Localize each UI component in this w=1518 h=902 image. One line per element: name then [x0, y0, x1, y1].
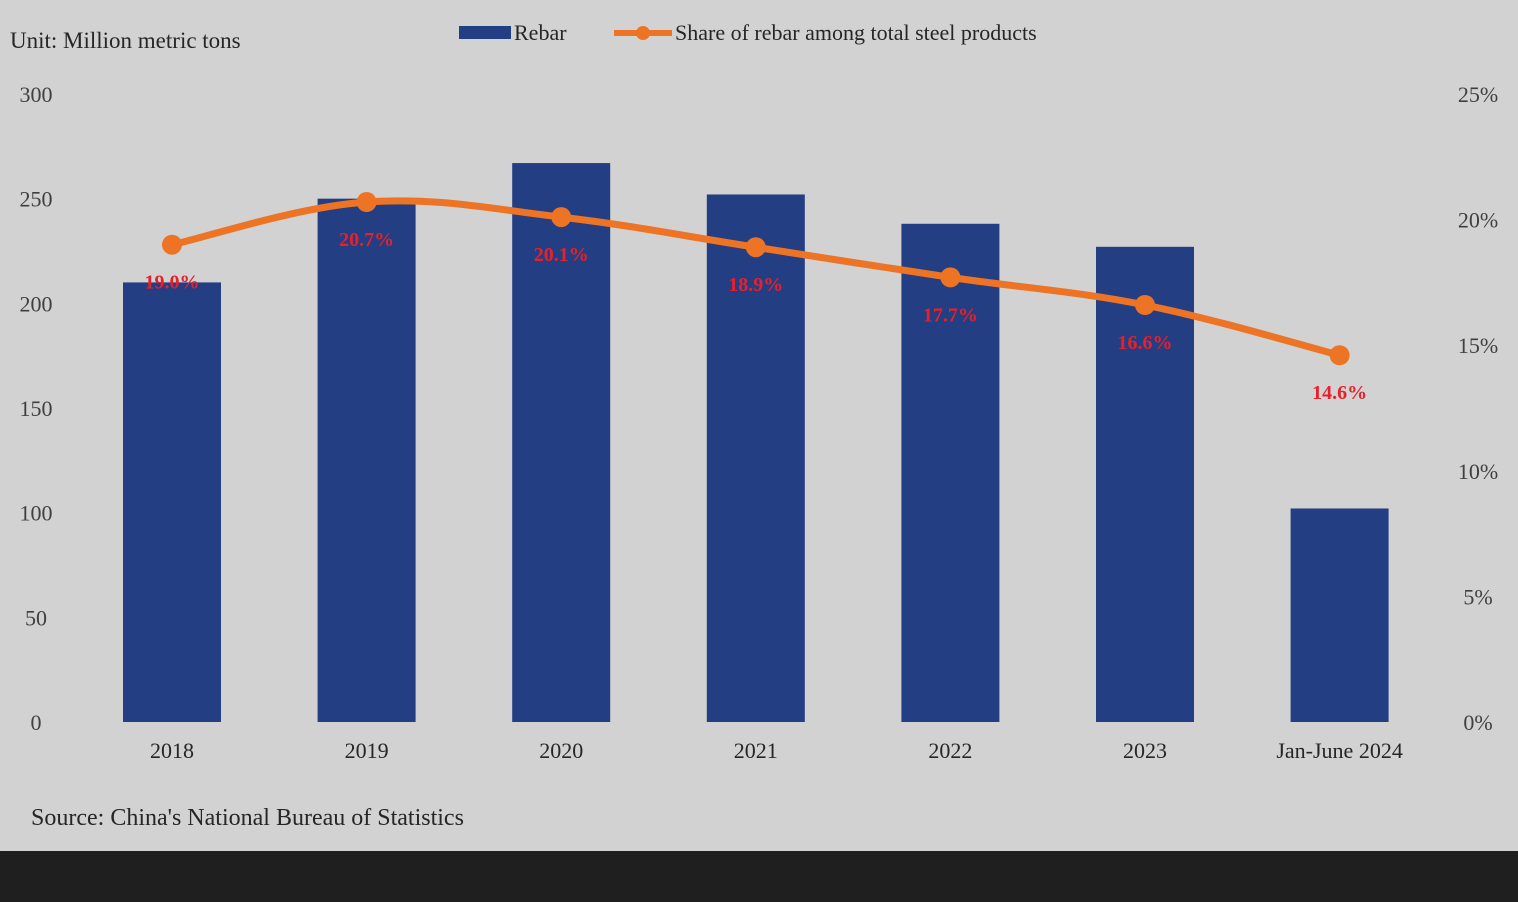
- chart-svg: Unit: Million metric tons Rebar Share of…: [10, 20, 1498, 831]
- share-data-label: 14.6%: [1312, 382, 1367, 404]
- right-tick-label: 25%: [1458, 82, 1498, 107]
- source-note: Source: China's National Bureau of Stati…: [31, 805, 464, 831]
- right-axis: 0% 5% 10% 15% 20% 25%: [1458, 82, 1498, 735]
- legend-bar-label: Rebar: [514, 20, 567, 45]
- share-marker: [162, 234, 182, 255]
- share-data-label: 16.6%: [1118, 332, 1173, 354]
- share-data-label: 18.9%: [728, 274, 783, 296]
- left-tick-label: 50: [25, 605, 47, 630]
- share-marker: [1135, 295, 1155, 316]
- bar: [317, 198, 416, 722]
- share-marker: [1329, 345, 1350, 366]
- share-marker: [745, 237, 766, 258]
- bar-series: [123, 163, 1389, 723]
- left-tick-label: 0: [31, 710, 42, 735]
- share-marker: [356, 192, 377, 213]
- bar: [901, 223, 1000, 722]
- chart-panel: Unit: Million metric tons Rebar Share of…: [0, 0, 1518, 851]
- right-tick-label: 15%: [1458, 333, 1498, 358]
- share-data-label: 20.1%: [534, 244, 589, 266]
- category-axis: 2018 2019 2020 2021 2022 2023 Jan-June 2024: [150, 738, 1403, 763]
- legend-bar-swatch: [459, 26, 511, 39]
- category-label: 2018: [150, 738, 194, 763]
- unit-label: Unit: Million metric tons: [10, 28, 241, 53]
- right-tick-label: 0%: [1463, 710, 1492, 735]
- category-label: 2023: [1123, 738, 1167, 763]
- bar: [706, 194, 805, 723]
- share-marker: [551, 207, 572, 228]
- right-tick-label: 20%: [1458, 208, 1498, 233]
- category-label: 2022: [928, 738, 972, 763]
- bar: [512, 163, 611, 722]
- left-tick-label: 300: [20, 82, 53, 107]
- bar: [1096, 246, 1194, 722]
- left-tick-label: 200: [20, 291, 53, 316]
- share-data-label: 19.0%: [145, 272, 200, 294]
- category-label: Jan-June 2024: [1276, 738, 1402, 763]
- left-tick-label: 250: [20, 187, 53, 212]
- share-marker: [940, 267, 961, 288]
- bar: [1290, 508, 1389, 722]
- left-tick-label: 150: [20, 396, 53, 421]
- share-data-label: 20.7%: [339, 229, 394, 251]
- bar: [123, 282, 221, 722]
- right-tick-label: 10%: [1458, 459, 1498, 484]
- category-label: 2021: [734, 738, 778, 763]
- data-labels: 19.0% 20.7% 20.1% 18.9% 17.7% 16.6% 14.6%: [145, 229, 1368, 404]
- right-tick-label: 5%: [1463, 584, 1492, 609]
- line-series: [162, 192, 1350, 366]
- category-label: 2020: [539, 738, 583, 763]
- left-tick-label: 100: [20, 501, 53, 526]
- category-label: 2019: [345, 738, 389, 763]
- legend: Rebar Share of rebar among total steel p…: [459, 20, 1037, 45]
- legend-line-label: Share of rebar among total steel product…: [675, 20, 1037, 45]
- share-data-label: 17.7%: [923, 304, 978, 326]
- left-axis: 0 50 100 150 200 250 300: [20, 82, 53, 735]
- legend-line-marker: [636, 26, 650, 40]
